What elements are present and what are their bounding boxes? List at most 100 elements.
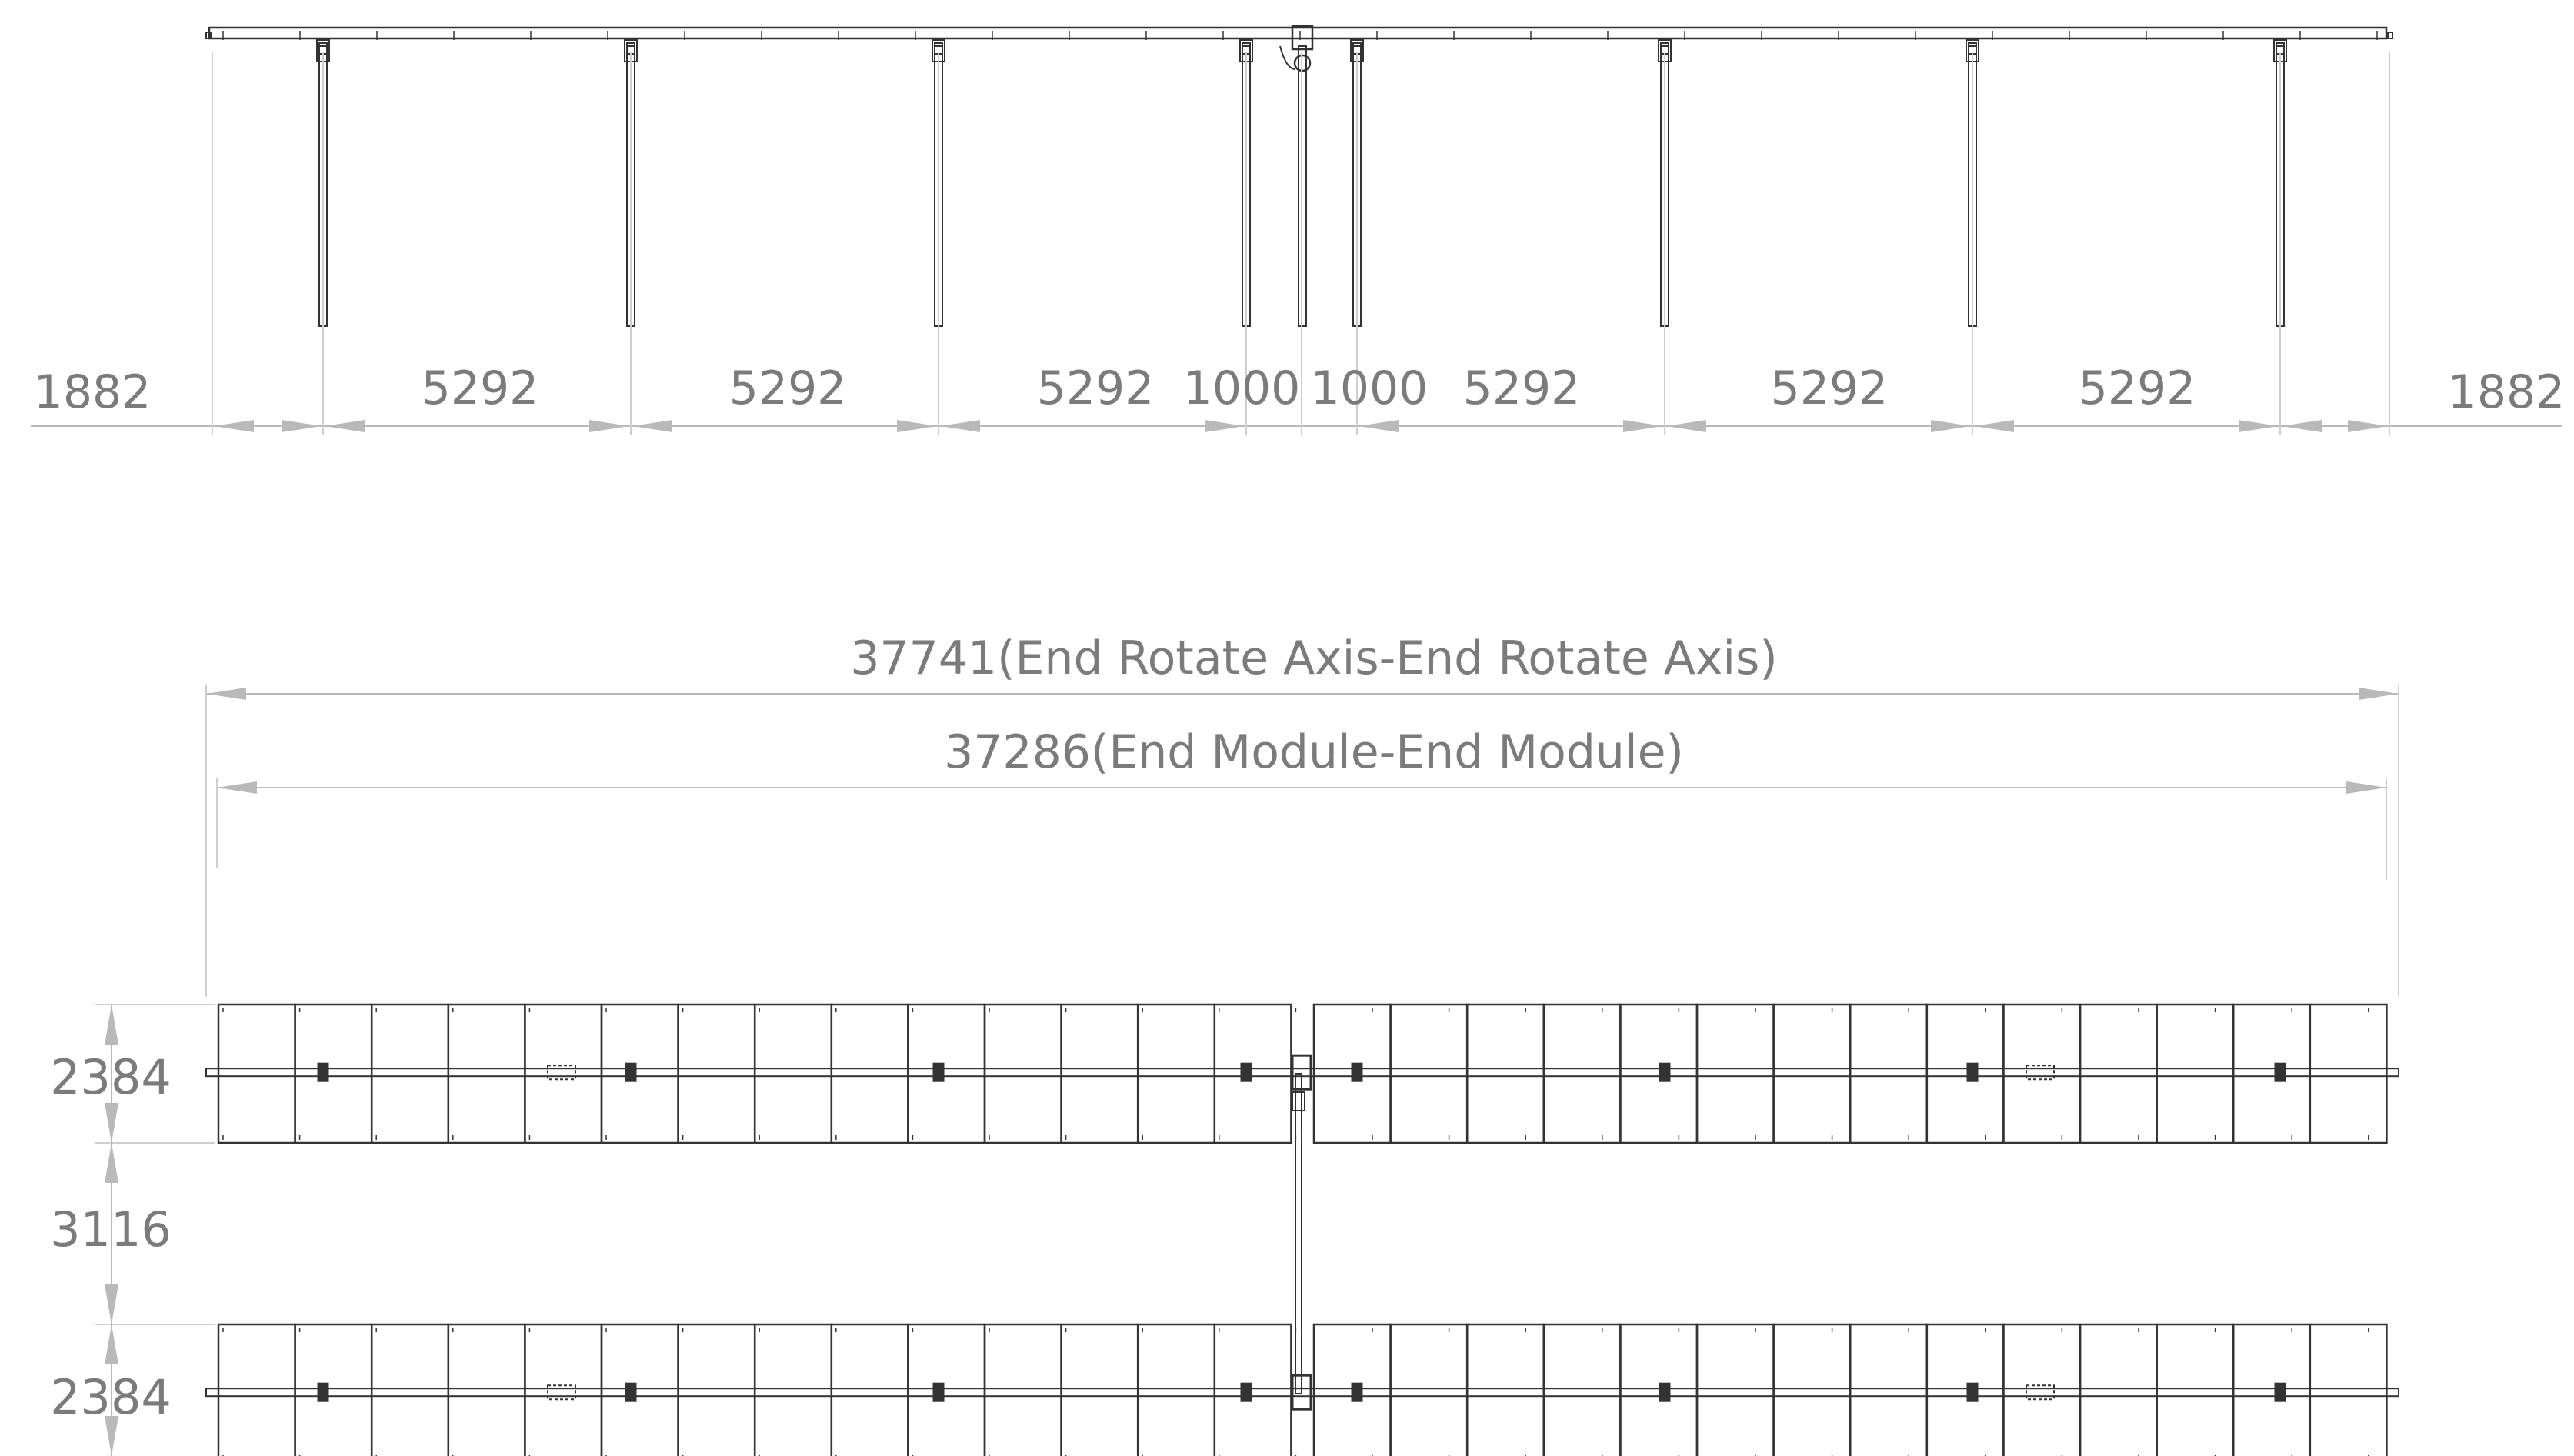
pv-module [370, 1003, 450, 1144]
dimension-arrow [105, 1143, 118, 1183]
dimension-arrow [105, 1324, 118, 1364]
pv-module [447, 1323, 526, 1456]
dimension-arrow [1359, 420, 1399, 432]
damper [2026, 1065, 2055, 1081]
row-width-label-upper: 2384 [50, 1049, 172, 1105]
pv-module [830, 1323, 909, 1456]
bearing [2274, 1382, 2286, 1402]
pv-module [1465, 1323, 1545, 1456]
pv-module [2309, 1003, 2388, 1144]
span-label-6: 5292 [2079, 362, 2196, 415]
slew-drive [1291, 25, 1314, 51]
row-width-label-lower: 2384 [50, 1369, 172, 1425]
pv-module [1465, 1003, 1545, 1144]
pv-module [1060, 1003, 1139, 1144]
bearing [1240, 1062, 1252, 1082]
bearing [1659, 1062, 1671, 1082]
dimension-arrow [2346, 781, 2386, 794]
pv-module [1619, 1003, 1699, 1144]
pv-module [2002, 1323, 2082, 1456]
drive-linkage [1292, 1073, 1305, 1394]
span-label-2: 5292 [729, 362, 847, 415]
total-module-length-label: 37286(End Module-End Module) [944, 725, 1684, 779]
pv-module [753, 1323, 833, 1456]
dimension-arrow [105, 1416, 118, 1456]
right-overhang-label: 1882 [2448, 365, 2566, 419]
dimension-arrow [2348, 420, 2388, 432]
dimension-arrow [105, 1284, 118, 1324]
bearing [317, 1062, 329, 1082]
dimension-arrow [897, 420, 937, 432]
pv-module [294, 1003, 373, 1144]
pv-module [217, 1003, 296, 1144]
pv-module [1925, 1003, 2005, 1144]
linkage-coupler [1292, 1091, 1305, 1111]
pv-module [677, 1323, 756, 1456]
side-view-dimension-lines [31, 52, 2562, 435]
pv-module [1213, 1323, 1292, 1456]
drive-cable [1279, 45, 1296, 70]
module-row-lower [205, 1323, 2399, 1456]
pv-module [2232, 1323, 2312, 1456]
dimension-arrow [2282, 420, 2322, 432]
dimension-arrow [105, 1103, 118, 1143]
span-label-4: 5292 [1463, 362, 1581, 415]
pv-module [1849, 1323, 1929, 1456]
bearing [1966, 1382, 1979, 1402]
pv-module [2079, 1323, 2158, 1456]
bearing [625, 1382, 637, 1402]
dimension-arrow [940, 420, 980, 432]
span-label-5: 5292 [1771, 362, 1889, 415]
span-label-1: 5292 [422, 362, 539, 415]
bearing [1351, 1382, 1363, 1402]
pv-module [2156, 1003, 2235, 1144]
pv-module [2232, 1003, 2312, 1144]
pv-module [677, 1003, 756, 1144]
module-row-upper [205, 1003, 2399, 1144]
pv-module [1136, 1003, 1216, 1144]
total-axis-length-label: 37741(End Rotate Axis-End Rotate Axis) [850, 631, 1778, 685]
dimension-arrow [1931, 420, 1971, 432]
pv-module [524, 1323, 603, 1456]
dimension-arrow [589, 420, 629, 432]
dimension-arrow [282, 420, 322, 432]
pv-module [753, 1003, 833, 1144]
bearing [1351, 1062, 1363, 1082]
pv-module [370, 1323, 450, 1456]
pv-module [1136, 1323, 1216, 1456]
span-label-3: 5292 [1037, 362, 1155, 415]
bearing [932, 1382, 945, 1402]
dimension-arrow [632, 420, 672, 432]
dimension-arrow [1974, 420, 2014, 432]
bearing [317, 1382, 329, 1402]
pv-module [447, 1003, 526, 1144]
damper [2026, 1384, 2055, 1401]
pv-module [2002, 1003, 2082, 1144]
torque-tube [208, 26, 2388, 40]
dimension-arrow [1666, 420, 1706, 432]
pv-module [600, 1323, 679, 1456]
pv-module [294, 1323, 373, 1456]
pv-module [1772, 1323, 1852, 1456]
bearing [1966, 1062, 1979, 1082]
pv-module [1542, 1003, 1622, 1144]
gap-label-1: 1000 [1183, 362, 1301, 415]
left-overhang-label: 1882 [34, 365, 152, 419]
row-spacing-label: 3116 [50, 1201, 172, 1258]
pv-module [2156, 1323, 2235, 1456]
tube-end-cap-right [2387, 32, 2393, 39]
pv-module [1849, 1003, 1929, 1144]
bearing [2274, 1062, 2286, 1082]
damper [547, 1384, 576, 1401]
dimension-arrow [214, 420, 254, 432]
gap-label-2: 1000 [1311, 362, 1429, 415]
pv-module [1060, 1323, 1139, 1456]
pv-module [1389, 1323, 1469, 1456]
pv-module [1213, 1003, 1292, 1144]
pv-module [983, 1323, 1062, 1456]
bearing [1240, 1382, 1252, 1402]
dimension-arrow [1623, 420, 1663, 432]
pv-module [1695, 1323, 1775, 1456]
pv-module [907, 1323, 986, 1456]
